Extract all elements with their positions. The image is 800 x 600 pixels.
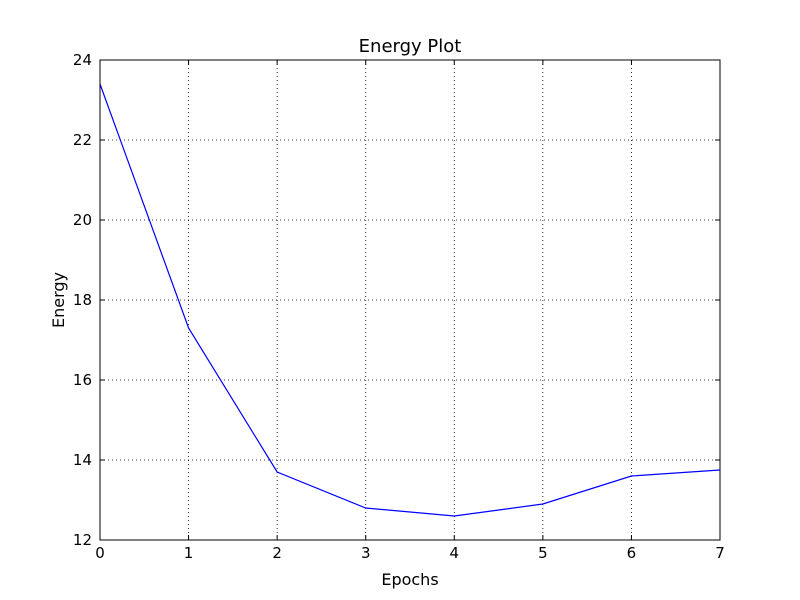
x-tick-label: 4 (450, 544, 460, 562)
chart-title: Energy Plot (359, 36, 462, 57)
x-tick-label: 3 (361, 544, 371, 562)
y-tick-label: 18 (73, 291, 92, 309)
x-tick-label: 0 (95, 544, 105, 562)
x-axis-label: Epochs (381, 570, 438, 589)
x-tick-label: 1 (184, 544, 194, 562)
y-tick-label: 12 (73, 531, 92, 549)
x-tick-label: 2 (272, 544, 282, 562)
x-tick-label: 7 (715, 544, 725, 562)
y-tick-label: 16 (73, 371, 92, 389)
series-layer (99, 83, 721, 517)
y-tick-label: 24 (73, 51, 92, 69)
y-tick-label: 22 (73, 131, 92, 149)
y-axis-label: Energy (49, 272, 68, 328)
energy-series-line (99, 83, 721, 517)
y-tick-label: 20 (73, 211, 92, 229)
x-tick-label: 6 (627, 544, 637, 562)
y-tick-label: 14 (73, 451, 92, 469)
x-tick-label: 5 (538, 544, 548, 562)
